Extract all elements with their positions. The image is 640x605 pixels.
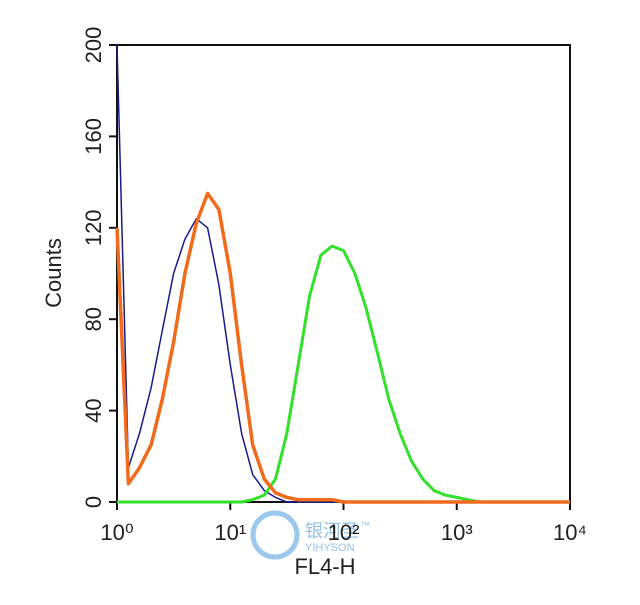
watermark-tm: ™ <box>360 521 370 532</box>
x-tick-label: 10⁴ <box>553 520 587 545</box>
x-tick-label: 10² <box>328 520 360 545</box>
x-tick-label: 10¹ <box>214 520 246 545</box>
y-tick-label: 80 <box>81 307 106 331</box>
y-tick-label: 200 <box>81 27 106 64</box>
y-tick-label: 0 <box>81 496 106 508</box>
x-tick-label: 10³ <box>441 520 473 545</box>
y-axis-label: Counts <box>41 238 66 308</box>
watermark-cn: 银河圣 <box>305 521 359 541</box>
watermark-logo <box>250 510 300 560</box>
watermark: 银河圣 ™ YIHYSON <box>250 510 370 560</box>
series-line <box>115 191 570 504</box>
y-tick-label: 160 <box>81 118 106 155</box>
watermark-en: YIHYSON <box>305 542 355 554</box>
series-line <box>117 244 570 504</box>
x-tick-label: 10⁰ <box>100 520 133 545</box>
y-tick-label: 120 <box>81 209 106 246</box>
x-axis-label: FL4-H <box>294 554 355 579</box>
y-tick-label: 40 <box>81 398 106 422</box>
